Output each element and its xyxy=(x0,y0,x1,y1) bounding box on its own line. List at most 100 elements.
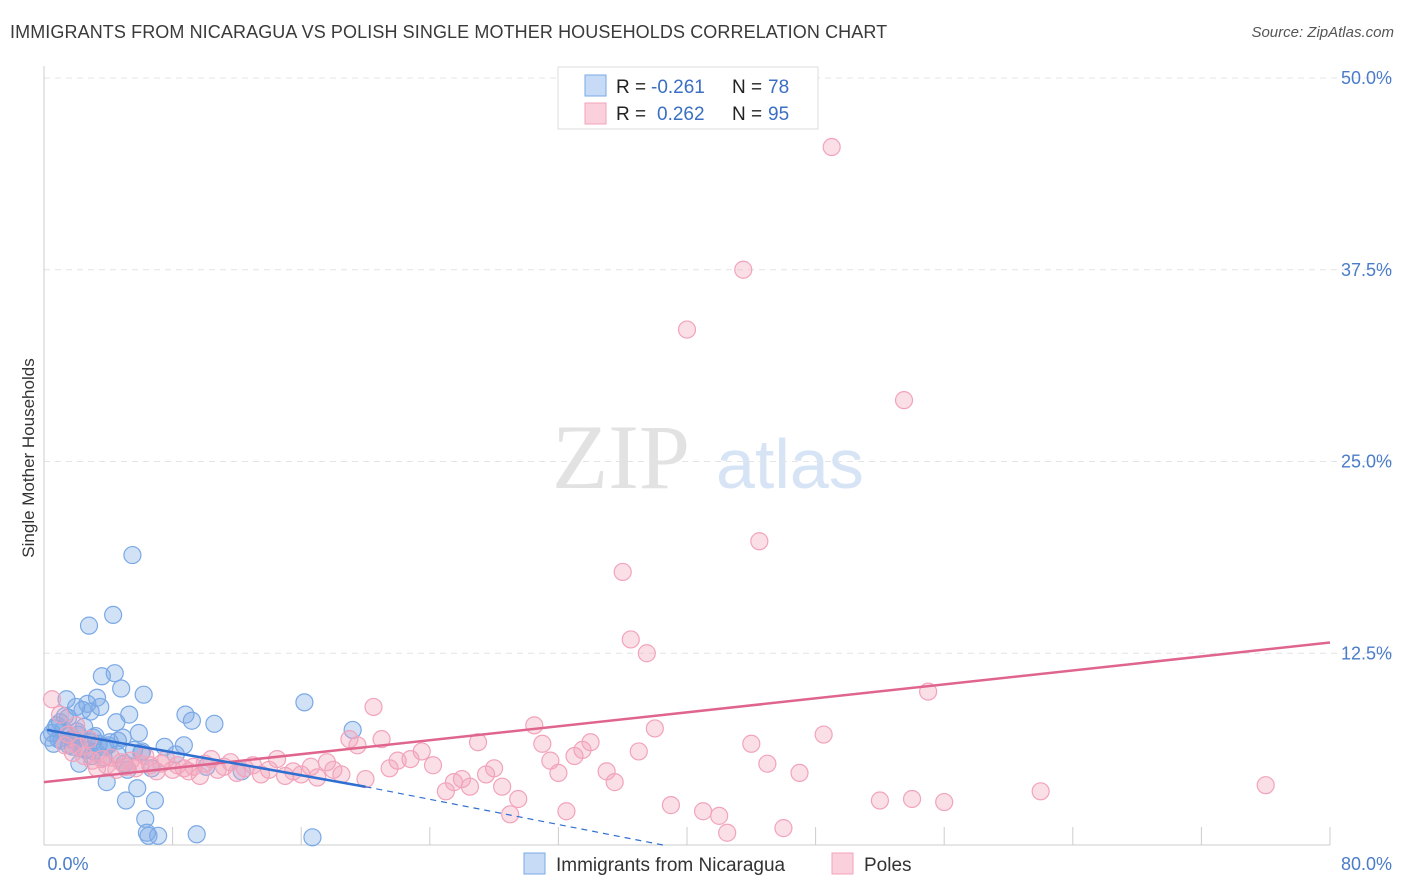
poles-point xyxy=(814,725,833,744)
poles-point xyxy=(734,260,753,279)
poles-point xyxy=(645,719,664,738)
nicaragua-point xyxy=(134,685,153,704)
poles-point xyxy=(677,320,697,339)
bottom-legend-swatch-nicaragua xyxy=(523,852,546,875)
legend-n-value-2: 95 xyxy=(768,104,789,125)
nicaragua-point xyxy=(123,545,142,565)
nicaragua-point xyxy=(182,711,201,730)
poles-point xyxy=(348,736,367,755)
poles-point xyxy=(423,756,443,775)
poles-point xyxy=(493,777,512,796)
poles-point xyxy=(485,759,504,778)
poles-point xyxy=(533,734,552,753)
poles-point xyxy=(742,734,761,753)
legend-swatch-poles xyxy=(584,102,607,125)
x-tick-label: 0.0% xyxy=(47,854,88,874)
nicaragua-point xyxy=(105,664,124,683)
poles-point xyxy=(1256,776,1275,795)
poles-point xyxy=(412,742,431,761)
nicaragua-point xyxy=(104,605,123,625)
legend-swatch-nicaragua xyxy=(584,74,607,97)
nicaragua-point xyxy=(116,791,136,810)
legend-r-value-1: -0.261 xyxy=(651,77,705,98)
nicaragua-point xyxy=(187,825,206,844)
nicaragua-point xyxy=(303,828,322,847)
bottom-legend-label-nicaragua: Immigrants from Nicaragua xyxy=(556,855,786,876)
y-axis-label: Single Mother Households xyxy=(19,358,38,557)
legend-r-value-2: 0.262 xyxy=(657,104,705,125)
poles-point xyxy=(372,730,391,749)
series-poles-points xyxy=(42,137,1275,842)
poles-point xyxy=(1031,782,1050,801)
poles-point xyxy=(364,697,383,717)
y-tick-label: 50.0% xyxy=(1341,68,1392,88)
poles-point xyxy=(718,823,737,842)
nicaragua-point xyxy=(91,697,110,717)
poles-point xyxy=(894,391,914,410)
nicaragua-point xyxy=(295,693,314,712)
poles-point xyxy=(758,754,777,773)
stats-legend: R = -0.261 N = 78 R = 0.262 N = 95 xyxy=(557,66,819,130)
legend-r-label-1: R = xyxy=(616,77,646,98)
nicaragua-point xyxy=(137,823,156,842)
legend-r-label-2: R = xyxy=(616,104,646,125)
poles-trend-line xyxy=(43,641,1331,784)
poles-point xyxy=(822,137,841,157)
poles-point xyxy=(42,690,62,709)
y-tick-label: 12.5% xyxy=(1341,643,1392,663)
nicaragua-point xyxy=(139,826,158,845)
poles-point xyxy=(460,777,480,796)
nicaragua-point xyxy=(145,791,165,810)
nicaragua-point xyxy=(128,779,147,798)
poles-point xyxy=(557,802,576,821)
legend-n-value-1: 78 xyxy=(768,77,789,98)
tick-labels: 12.5% 25.0% 37.5% 50.0% 0.0% 80.0% xyxy=(47,68,1392,874)
poles-point xyxy=(50,705,70,724)
poles-point xyxy=(870,791,890,810)
gridlines xyxy=(44,77,1392,654)
trend-lines xyxy=(43,641,1331,846)
poles-point xyxy=(356,769,375,789)
poles-point xyxy=(637,644,656,663)
poles-point xyxy=(509,789,528,809)
bottom-legend-label-poles: Poles xyxy=(864,855,912,876)
chart-title: IMMIGRANTS FROM NICARAGUA VS POLISH SING… xyxy=(10,22,888,42)
poles-point xyxy=(774,819,793,838)
poles-point xyxy=(468,733,488,752)
poles-point xyxy=(693,802,713,821)
nicaragua-point xyxy=(120,705,139,724)
poles-point xyxy=(613,562,632,582)
poles-point xyxy=(902,789,922,809)
poles-point xyxy=(525,716,544,735)
poles-point xyxy=(581,733,600,752)
poles-point xyxy=(629,742,648,761)
x-tick-label: 80.0% xyxy=(1341,854,1392,874)
nicaragua-point xyxy=(205,714,224,733)
poles-point xyxy=(549,763,568,783)
poles-point xyxy=(501,805,520,824)
watermark-zip: ZIP xyxy=(552,406,690,508)
bottom-legend-swatch-poles xyxy=(831,852,854,875)
series-nicaragua-points xyxy=(39,545,362,847)
poles-point xyxy=(710,806,729,825)
y-tick-label: 37.5% xyxy=(1341,260,1392,280)
poles-point xyxy=(605,773,624,792)
y-tick-label: 25.0% xyxy=(1341,452,1392,472)
axes xyxy=(43,66,1331,846)
poles-point xyxy=(935,792,954,812)
poles-point xyxy=(70,737,89,756)
poles-point xyxy=(790,763,809,783)
nicaragua-point xyxy=(57,690,76,709)
nicaragua-point xyxy=(112,679,131,698)
watermark-atlas: atlas xyxy=(716,425,864,503)
poles-point xyxy=(661,796,681,815)
source-credit: Source: ZipAtlas.com xyxy=(1251,24,1394,41)
nicaragua-point xyxy=(149,826,168,845)
poles-point xyxy=(621,630,640,649)
nicaragua-point xyxy=(79,616,99,635)
nicaragua-trend-line xyxy=(46,728,366,788)
poles-point xyxy=(750,532,769,551)
poles-point xyxy=(267,749,287,769)
poles-point xyxy=(67,716,86,735)
